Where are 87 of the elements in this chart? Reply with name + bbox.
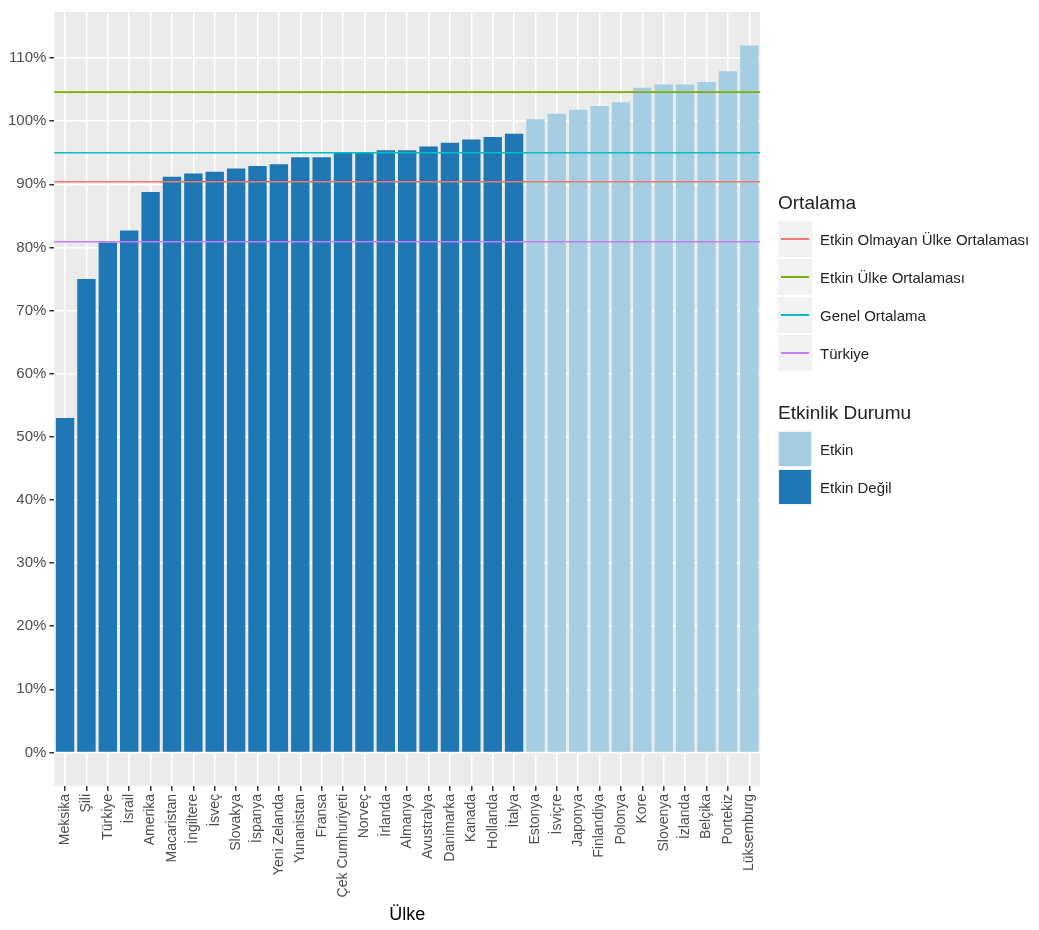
y-tick-label: 90%: [16, 174, 47, 192]
text: Ortalama: [778, 192, 858, 214]
x-tick-label: Yeni Zelanda: [269, 793, 286, 876]
x-tick-label: Norveç: [355, 793, 372, 839]
bar: [740, 45, 759, 752]
bar: [248, 166, 267, 752]
bar: [291, 157, 310, 752]
bar: [675, 84, 695, 752]
legend-label: Etkin Değil: [820, 478, 892, 496]
bar: [376, 150, 395, 752]
x-tick-label: Avustralya: [419, 793, 436, 860]
bar: [440, 142, 460, 752]
x-tick-label: Slovenya: [654, 793, 671, 852]
bar: [226, 168, 246, 752]
bar: [120, 230, 139, 752]
bar: [462, 139, 481, 752]
x-tick-label: Polonya: [611, 793, 628, 845]
y-tick-label: 60%: [16, 363, 47, 381]
bar: [397, 150, 417, 752]
x-tick-label: Hollanda: [483, 793, 500, 850]
bar: [654, 84, 673, 752]
legend-label: Etkin: [820, 440, 854, 458]
bar: [483, 136, 502, 752]
x-tick-label: İspanya: [247, 793, 265, 843]
bar: [526, 119, 545, 752]
bar: [569, 109, 588, 752]
x-tick-label: İzlanda: [675, 793, 693, 840]
x-tick-label: Portekiz: [718, 793, 735, 845]
bar: [55, 417, 75, 752]
bar: [547, 113, 567, 752]
x-tick-label: Çek Cumhuriyeti: [333, 793, 350, 898]
bar: [269, 164, 289, 752]
bar: [611, 102, 631, 752]
x-tick-label: İsviçre: [546, 793, 564, 835]
x-tick-label: İrlanda: [375, 793, 393, 837]
x-tick-label: Belçika: [697, 793, 714, 840]
y-tick-label: 100%: [7, 111, 47, 129]
bar: [419, 146, 438, 752]
bar: [590, 106, 609, 752]
x-tick-label: Almanya: [398, 793, 415, 849]
bar: [697, 82, 716, 752]
bar: [504, 133, 524, 752]
x-tick-label: İsveç: [204, 793, 222, 827]
x-tick-label: Slovakya: [226, 793, 243, 851]
bar: [333, 152, 353, 752]
x-tick-label: Lüksemburg: [740, 793, 757, 871]
x-tick-label: Finlandiya: [590, 793, 607, 858]
legend-label: Genel Ortalama: [820, 306, 926, 324]
x-tick-label: Amerika: [141, 793, 158, 846]
bar: [77, 279, 96, 752]
bar: [184, 173, 203, 752]
x-tick-label: İtalya: [503, 793, 521, 828]
bar: [633, 87, 652, 752]
y-tick-label: 80%: [16, 237, 47, 255]
x-tick-label: Kore: [633, 793, 650, 824]
x-tick-label: Estonya: [526, 793, 543, 845]
x-axis-title: Ülke: [389, 904, 426, 925]
x-tick-label: İsrail: [119, 793, 137, 824]
x-tick-label: Japonya: [569, 793, 586, 847]
x-tick-label: Macaristan: [162, 793, 179, 863]
y-tick-label: 30%: [16, 553, 47, 571]
y-tick-label: 70%: [16, 300, 47, 318]
y-tick-label: 0%: [24, 742, 47, 760]
x-tick-label: İngiltere: [183, 793, 201, 844]
x-tick-label: Kanada: [462, 793, 479, 843]
y-tick-label: 40%: [16, 490, 47, 508]
bar: [205, 171, 224, 752]
x-tick-label: Fransa: [312, 793, 329, 838]
x-tick-label: Yunanistan: [291, 793, 308, 864]
legend-label: Türkiye: [820, 344, 870, 362]
legend-label: Etkin Olmayan Ülke Ortalaması: [820, 230, 1030, 248]
y-tick-label: 20%: [16, 616, 47, 634]
y-tick-label: 10%: [16, 679, 47, 697]
x-tick-label: Türkiye: [98, 793, 115, 840]
bar: [162, 176, 182, 752]
bar: [312, 157, 331, 752]
bar: [718, 71, 738, 752]
y-tick-label: 110%: [9, 48, 47, 66]
bar: [98, 242, 118, 752]
x-tick-label: Şili: [77, 793, 94, 813]
x-tick-label: Meksika: [55, 793, 72, 846]
bar: [355, 152, 374, 752]
y-tick-label: 50%: [16, 426, 47, 444]
legend-label: Etkin Ülke Ortalaması: [820, 268, 966, 286]
bar: [141, 191, 160, 752]
legend-title: Etkinlik Durumu: [778, 402, 913, 424]
x-tick-label: Danimarka: [440, 793, 457, 862]
